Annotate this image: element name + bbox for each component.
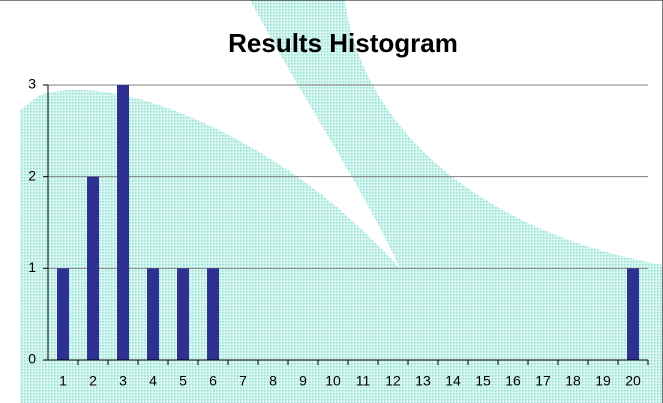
x-tick-label: 18: [565, 373, 581, 389]
bar: [147, 268, 159, 360]
bar: [177, 268, 189, 360]
x-tick-label: 12: [385, 373, 401, 389]
x-tick-label: 5: [179, 373, 187, 389]
y-tick-label: 1: [28, 259, 36, 275]
y-tick-label: 2: [28, 167, 36, 183]
x-tick-label: 6: [209, 373, 217, 389]
bar: [627, 268, 639, 360]
x-tick-label: 16: [505, 373, 521, 389]
chart-title: Results Histogram: [228, 28, 458, 58]
x-tick-label: 19: [595, 373, 611, 389]
bar: [57, 268, 69, 360]
x-tick-label: 7: [239, 373, 247, 389]
x-tick-label: 13: [415, 373, 431, 389]
x-tick-label: 20: [625, 373, 641, 389]
x-tick-label: 11: [356, 373, 371, 389]
x-tick-label: 10: [325, 373, 341, 389]
y-tick-label: 0: [28, 351, 36, 367]
x-tick-label: 14: [445, 373, 461, 389]
x-tick-label: 3: [119, 373, 127, 389]
bar: [117, 85, 129, 360]
x-tick-label: 17: [535, 373, 551, 389]
chart: Results Histogram 0123123456789101112131…: [0, 0, 663, 403]
x-tick-label: 4: [149, 373, 157, 389]
x-tick-label: 1: [59, 373, 67, 389]
x-tick-label: 8: [269, 373, 277, 389]
bar: [207, 268, 219, 360]
x-tick-label: 2: [89, 373, 97, 389]
x-tick-label: 15: [475, 373, 491, 389]
y-tick-label: 3: [28, 76, 36, 92]
x-tick-label: 9: [299, 373, 307, 389]
bar: [87, 177, 99, 360]
